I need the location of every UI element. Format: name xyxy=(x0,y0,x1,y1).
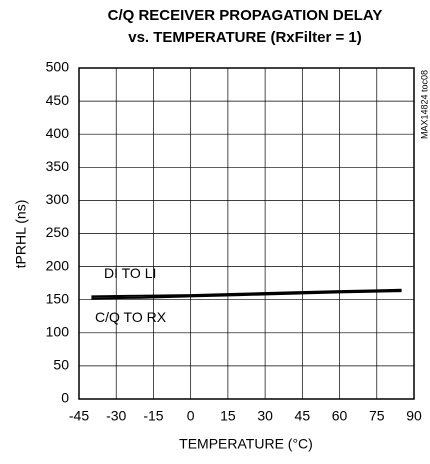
y-tick-label: 350 xyxy=(46,158,70,174)
y-tick-label: 0 xyxy=(61,390,69,406)
y-tick-label: 150 xyxy=(46,290,70,306)
series-line xyxy=(91,288,402,298)
y-axis-label: tPRHL (ns) xyxy=(13,200,29,269)
y-tick-label: 100 xyxy=(46,324,70,340)
y-tick-label: 200 xyxy=(46,257,70,273)
y-tick-label: 450 xyxy=(46,92,70,108)
note: MAX14824 toc08 xyxy=(419,70,429,139)
x-tick-label: -15 xyxy=(143,408,163,424)
chart-title: vs. TEMPERATURE (RxFilter = 1) xyxy=(128,29,362,46)
x-tick-label: 60 xyxy=(332,408,348,424)
series-label: C/Q TO RX xyxy=(95,309,167,325)
y-tick-label: 50 xyxy=(53,357,69,373)
x-tick-label: 90 xyxy=(406,408,422,424)
plot-frame xyxy=(78,67,415,400)
chart-title: C/Q RECEIVER PROPAGATION DELAY xyxy=(108,7,383,24)
x-tick-label: 0 xyxy=(187,408,195,424)
y-tick-label: 500 xyxy=(46,59,70,75)
y-tick-label: 250 xyxy=(46,224,70,240)
x-axis-label: TEMPERATURE (°C) xyxy=(179,436,313,452)
x-tick-label: -30 xyxy=(106,408,126,424)
x-tick-label: 15 xyxy=(220,408,236,424)
y-tick-label: 300 xyxy=(46,191,70,207)
y-tick-label: 400 xyxy=(46,125,70,141)
x-tick-label: 30 xyxy=(257,408,273,424)
x-tick-label: 45 xyxy=(295,408,311,424)
x-tick-label: -45 xyxy=(69,408,89,424)
series-line xyxy=(91,290,402,300)
x-tick-label: 75 xyxy=(369,408,385,424)
series-label: DI TO LI xyxy=(104,265,156,281)
